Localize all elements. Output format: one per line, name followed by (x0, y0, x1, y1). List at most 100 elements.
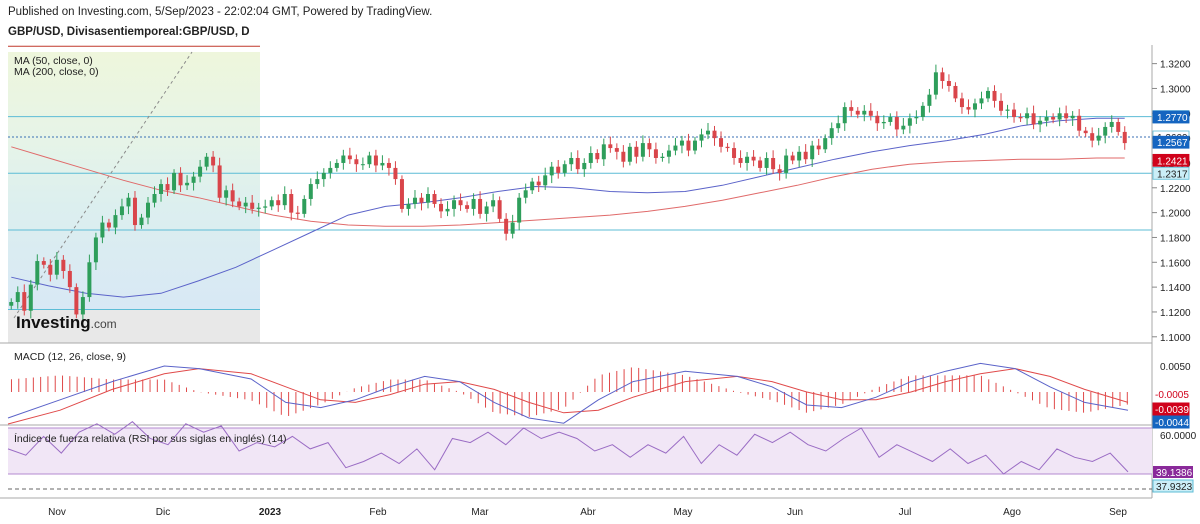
candle-body[interactable] (751, 156, 756, 161)
candle-body[interactable] (61, 259, 66, 271)
candle-body[interactable] (22, 292, 27, 311)
candle-body[interactable] (1064, 113, 1069, 119)
candle-body[interactable] (393, 167, 398, 180)
candle-body[interactable] (627, 146, 632, 162)
candle-body[interactable] (217, 165, 222, 198)
candle-body[interactable] (380, 162, 385, 166)
candle-body[interactable] (842, 107, 847, 124)
candle-body[interactable] (159, 184, 164, 194)
candle-body[interactable] (373, 155, 378, 166)
candle-body[interactable] (256, 207, 261, 209)
candle-body[interactable] (771, 157, 776, 170)
candle-body[interactable] (452, 200, 457, 209)
candle-body[interactable] (1051, 117, 1056, 120)
candle-body[interactable] (432, 194, 437, 204)
candle-body[interactable] (946, 81, 951, 86)
candle-body[interactable] (614, 148, 619, 152)
candle-body[interactable] (224, 190, 229, 198)
candle-body[interactable] (321, 172, 326, 180)
candle-body[interactable] (315, 179, 320, 185)
candle-body[interactable] (74, 287, 79, 315)
candle-body[interactable] (1122, 131, 1127, 144)
candle-body[interactable] (699, 134, 704, 141)
candle-body[interactable] (113, 215, 118, 228)
candle-body[interactable] (855, 110, 860, 115)
candle-body[interactable] (621, 151, 626, 162)
candle-body[interactable] (686, 140, 691, 151)
candle-body[interactable] (198, 166, 203, 177)
candle-body[interactable] (119, 206, 124, 216)
candle-body[interactable] (1005, 109, 1010, 111)
candle-body[interactable] (692, 140, 697, 151)
candle-body[interactable] (966, 107, 971, 110)
candle-body[interactable] (829, 128, 834, 139)
candle-body[interactable] (354, 159, 359, 165)
candle-body[interactable] (888, 117, 893, 122)
candle-body[interactable] (439, 203, 444, 212)
candle-body[interactable] (634, 146, 639, 157)
candle-body[interactable] (797, 151, 802, 161)
candle-body[interactable] (426, 194, 430, 203)
candle-body[interactable] (211, 156, 216, 166)
candle-body[interactable] (549, 166, 554, 176)
candle-body[interactable] (289, 194, 294, 213)
candle-body[interactable] (28, 284, 33, 311)
candle-body[interactable] (165, 184, 170, 191)
candle-body[interactable] (152, 194, 157, 203)
candle-body[interactable] (1044, 117, 1049, 121)
candle-body[interactable] (992, 90, 997, 101)
candle-body[interactable] (1031, 113, 1036, 125)
candle-body[interactable] (810, 145, 815, 160)
candle-body[interactable] (881, 121, 886, 124)
candle-body[interactable] (276, 200, 281, 206)
candle-body[interactable] (347, 155, 352, 160)
candle-body[interactable] (458, 200, 463, 206)
candle-body[interactable] (146, 202, 150, 218)
candle-body[interactable] (719, 138, 724, 147)
candle-body[interactable] (445, 208, 450, 212)
candle-body[interactable] (875, 115, 880, 124)
candle-body[interactable] (901, 125, 906, 130)
candle-body[interactable] (999, 100, 1004, 111)
candle-body[interactable] (48, 264, 53, 275)
candle-body[interactable] (250, 202, 255, 209)
candle-body[interactable] (1038, 120, 1043, 125)
candle-body[interactable] (412, 197, 417, 204)
candle-body[interactable] (35, 261, 40, 285)
candle-body[interactable] (562, 164, 567, 173)
candle-body[interactable] (640, 143, 645, 157)
candle-body[interactable] (595, 153, 600, 160)
candle-body[interactable] (653, 149, 658, 158)
candle-body[interactable] (530, 181, 535, 191)
candle-body[interactable] (836, 123, 841, 129)
candle-body[interactable] (784, 155, 789, 173)
candle-body[interactable] (745, 156, 750, 163)
candle-body[interactable] (15, 292, 20, 303)
candle-body[interactable] (263, 206, 268, 208)
candle-body[interactable] (308, 184, 313, 199)
candle-body[interactable] (484, 206, 489, 214)
candle-body[interactable] (543, 175, 548, 186)
candle-body[interactable] (471, 198, 476, 209)
candle-body[interactable] (41, 261, 46, 265)
candle-body[interactable] (399, 179, 404, 209)
candle-body[interactable] (302, 198, 307, 214)
candle-body[interactable] (790, 155, 795, 161)
candle-body[interactable] (1057, 113, 1062, 120)
candle-body[interactable] (80, 297, 85, 315)
candle-body[interactable] (406, 203, 411, 209)
candle-body[interactable] (894, 117, 899, 130)
candle-body[interactable] (1077, 115, 1082, 131)
candle-body[interactable] (419, 197, 424, 203)
candle-body[interactable] (712, 130, 717, 139)
candle-body[interactable] (93, 237, 98, 263)
candle-body[interactable] (868, 110, 873, 116)
candle-body[interactable] (1070, 115, 1075, 119)
candle-body[interactable] (269, 200, 274, 207)
candle-body[interactable] (953, 85, 958, 99)
candle-body[interactable] (178, 172, 183, 186)
candle-body[interactable] (536, 181, 541, 186)
candle-body[interactable] (386, 162, 391, 168)
candle-body[interactable] (1018, 117, 1023, 119)
candle-body[interactable] (986, 90, 990, 99)
